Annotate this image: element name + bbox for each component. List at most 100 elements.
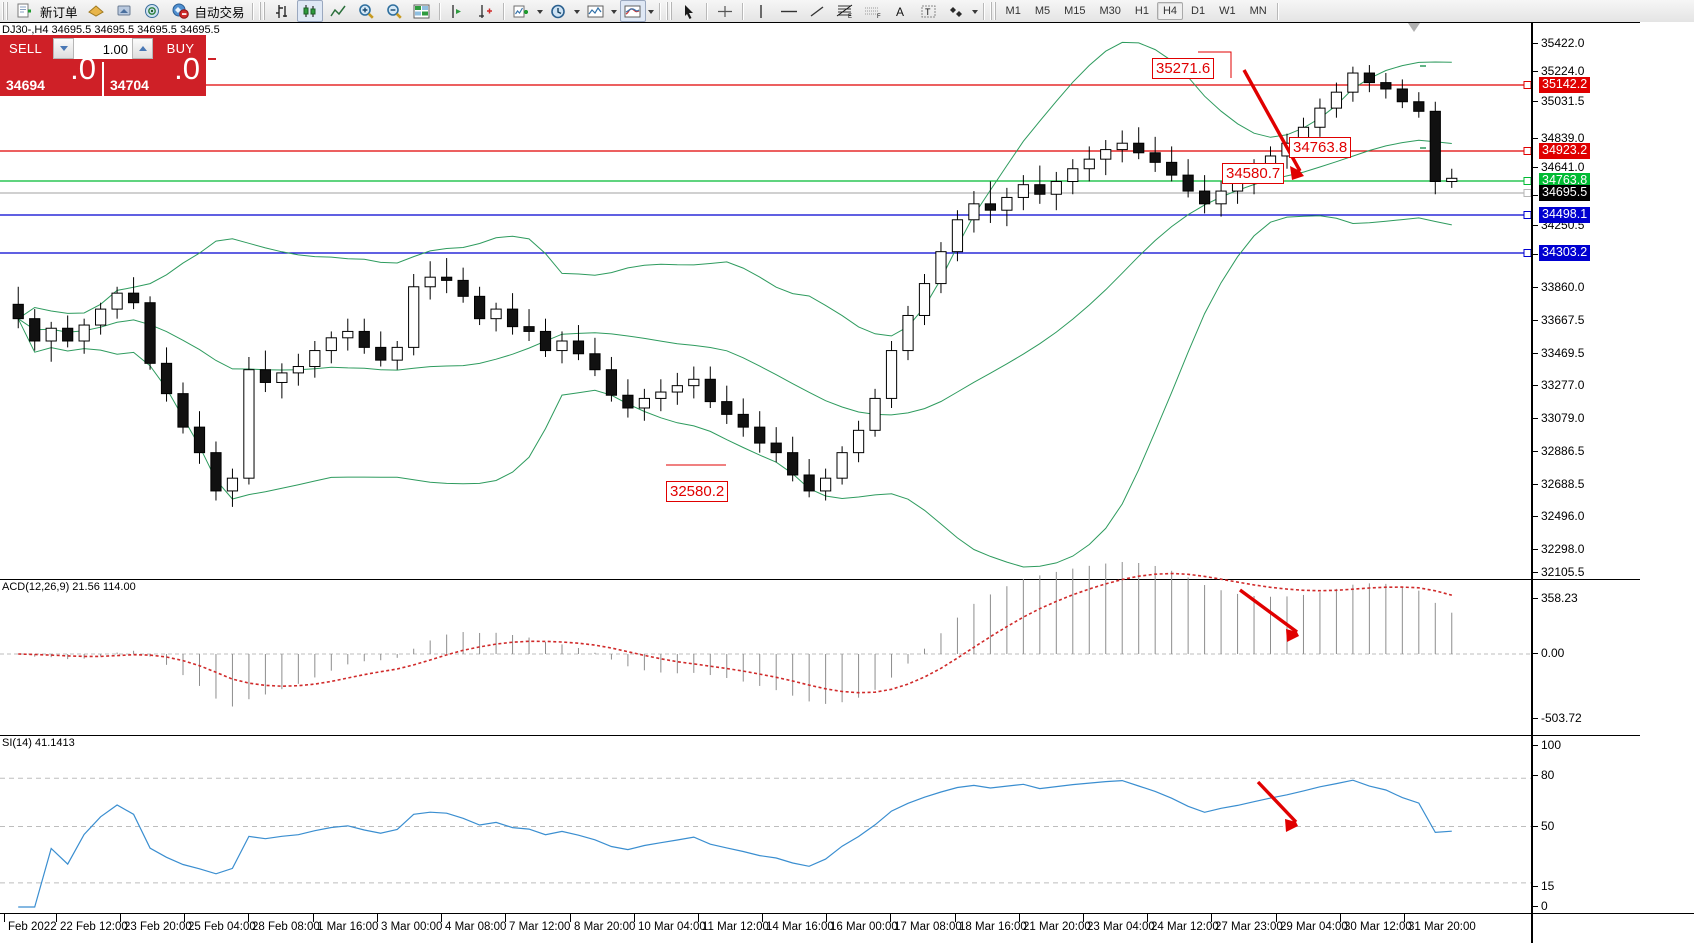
candle bbox=[787, 436, 799, 482]
toolbar-grip[interactable] bbox=[2, 2, 9, 20]
equidistant-channel-icon[interactable]: F bbox=[860, 0, 886, 22]
price-pane[interactable]: DJ30-,H4 34695.5 34695.5 34695.5 34695.5 bbox=[0, 22, 1640, 580]
trendline-icon[interactable] bbox=[804, 0, 830, 22]
signals-button[interactable] bbox=[139, 0, 165, 22]
annotation-low-label[interactable]: 32580.2 bbox=[666, 481, 729, 502]
toolbar-grip-4[interactable] bbox=[989, 2, 997, 20]
price-level-handle-4[interactable] bbox=[1523, 211, 1532, 219]
volume-input[interactable]: 1.00 bbox=[53, 38, 153, 59]
trade-panel-prices: 34694 .0 34704 .0 bbox=[0, 53, 206, 96]
time-tick-label: 3 Mar 00:00 bbox=[381, 921, 443, 933]
price-level-handle-5[interactable] bbox=[1523, 249, 1532, 257]
timeframe-d1[interactable]: D1 bbox=[1191, 5, 1206, 17]
candle bbox=[210, 441, 222, 501]
timeframe-mn[interactable]: MN bbox=[1249, 5, 1267, 17]
price-level-handle-2[interactable] bbox=[1523, 177, 1532, 185]
price-level-handle-0[interactable] bbox=[1523, 81, 1532, 89]
candle bbox=[968, 191, 980, 233]
expert-advisor-button[interactable] bbox=[83, 0, 109, 22]
text-label-icon[interactable]: T bbox=[916, 0, 942, 22]
candle bbox=[95, 302, 107, 335]
timeframe-w1[interactable]: W1 bbox=[1219, 5, 1236, 17]
price-scale[interactable]: 35422.035224.035031.534839.034641.034448… bbox=[1533, 22, 1694, 942]
auto-scroll-icon[interactable] bbox=[473, 0, 499, 22]
crosshair-icon[interactable] bbox=[712, 0, 738, 22]
data-window-icon[interactable] bbox=[409, 0, 435, 22]
chart-template-icon[interactable] bbox=[619, 0, 646, 22]
macd-pane[interactable]: ACD(12,26,9) 21.56 114.00 bbox=[0, 562, 1640, 736]
chart-template-caret[interactable] bbox=[647, 10, 654, 14]
rsi-scale-tick: 80 bbox=[1533, 768, 1554, 782]
indicators-dropdown-caret[interactable] bbox=[536, 10, 543, 14]
timeframe-m5[interactable]: M5 bbox=[1034, 5, 1051, 17]
annotation-resistance-label[interactable]: 34763.8 bbox=[1289, 137, 1352, 158]
rsi-pane[interactable]: SI(14) 41.1413 bbox=[0, 735, 1640, 915]
new-order-button[interactable] bbox=[12, 0, 38, 22]
rsi-down-arrow[interactable] bbox=[1256, 780, 1298, 824]
price-scale-tick: 34839.0 bbox=[1533, 131, 1584, 145]
sell-price[interactable]: 34694 .0 bbox=[0, 53, 102, 96]
zoom-out-icon[interactable] bbox=[381, 0, 407, 22]
price-tag-buy-level-2[interactable]: 34303.2 bbox=[1539, 245, 1591, 261]
timeframe-h4[interactable]: H4 bbox=[1156, 2, 1184, 20]
templates-dropdown-caret[interactable] bbox=[610, 10, 617, 14]
indicators-icon[interactable] bbox=[509, 0, 535, 22]
candlestick-chart-icon[interactable] bbox=[296, 0, 323, 22]
timeframe-m30[interactable]: M30 bbox=[1099, 5, 1121, 17]
annotation-target-label[interactable]: 34580.7 bbox=[1222, 163, 1285, 184]
fibonacci-icon[interactable]: E bbox=[832, 0, 858, 22]
time-tick-label: 4 Mar 08:00 bbox=[445, 921, 507, 933]
clock-icon[interactable] bbox=[546, 0, 572, 22]
line-chart-icon[interactable] bbox=[325, 0, 351, 22]
time-tick-label: 27 Mar 23:00 bbox=[1215, 921, 1283, 933]
price-tag-sell-limit-level[interactable]: 35142.2 bbox=[1539, 77, 1591, 93]
price-level-handle-1[interactable] bbox=[1523, 147, 1532, 155]
buy-price[interactable]: 34704 .0 bbox=[104, 53, 206, 96]
chart-container[interactable]: DJ30-,H4 34695.5 34695.5 34695.5 34695.5… bbox=[0, 22, 1694, 943]
one-click-trading-panel[interactable]: SELL 1.00 BUY 34694 .0 34704 .0 bbox=[0, 35, 206, 96]
sell-price-integer: 34694 bbox=[6, 77, 45, 93]
cursor-icon[interactable] bbox=[676, 0, 702, 22]
timeframe-m1[interactable]: M1 bbox=[1005, 5, 1021, 17]
volume-value[interactable]: 1.00 bbox=[102, 42, 128, 57]
terminal-button[interactable] bbox=[111, 0, 137, 22]
volume-decrease-button[interactable] bbox=[53, 38, 74, 59]
sell-button[interactable]: SELL bbox=[8, 41, 42, 56]
time-tick-mark bbox=[1019, 914, 1020, 922]
time-tick-mark bbox=[1276, 914, 1277, 922]
text-icon[interactable]: A bbox=[888, 0, 914, 22]
autotrading-label[interactable]: 自动交易 bbox=[194, 5, 245, 20]
volume-increase-button[interactable] bbox=[132, 38, 153, 59]
price-scale-tick: 32105.5 bbox=[1533, 565, 1584, 579]
templates-icon[interactable] bbox=[583, 0, 609, 22]
scale-tick-value: 34641.0 bbox=[1541, 160, 1585, 174]
vertical-line-icon[interactable] bbox=[748, 0, 774, 22]
candle bbox=[160, 347, 173, 402]
autotrading-button[interactable] bbox=[167, 0, 193, 22]
macd-signal-line bbox=[18, 572, 1453, 694]
annotation-high-label[interactable]: 35271.6 bbox=[1152, 58, 1215, 79]
shapes-icon[interactable] bbox=[944, 0, 970, 22]
horizontal-line-icon[interactable] bbox=[776, 0, 802, 22]
chart-shift-icon[interactable] bbox=[445, 0, 471, 22]
macd-down-arrow[interactable] bbox=[1238, 588, 1299, 634]
price-level-handle-3[interactable] bbox=[1523, 189, 1532, 197]
price-tag-buy-level-1[interactable]: 34498.1 bbox=[1539, 207, 1591, 223]
candle bbox=[737, 398, 749, 437]
price-tag-last-price-level[interactable]: 34695.5 bbox=[1539, 185, 1591, 201]
new-order-label[interactable]: 新订单 bbox=[40, 5, 78, 20]
price-tag-sell-stop-level[interactable]: 34923.2 bbox=[1539, 143, 1591, 159]
zoom-in-icon[interactable] bbox=[353, 0, 379, 22]
time-tick-mark bbox=[441, 914, 442, 922]
shapes-dropdown-caret[interactable] bbox=[971, 10, 978, 14]
toolbar-grip-3[interactable] bbox=[665, 2, 673, 20]
bar-chart-icon[interactable] bbox=[269, 0, 295, 22]
time-tick-mark bbox=[1211, 914, 1212, 922]
time-scale[interactable]: Feb 2022 22 Feb 12:00 23 Feb 20:00 25 Feb 0… bbox=[0, 913, 1694, 943]
chart-shift-marker[interactable] bbox=[1408, 23, 1420, 32]
toolbar-grip-2[interactable] bbox=[258, 2, 266, 20]
timeframe-h1[interactable]: H1 bbox=[1134, 5, 1149, 17]
periods-dropdown-caret[interactable] bbox=[573, 10, 580, 14]
timeframe-m15[interactable]: M15 bbox=[1064, 5, 1086, 17]
buy-button[interactable]: BUY bbox=[166, 41, 195, 56]
